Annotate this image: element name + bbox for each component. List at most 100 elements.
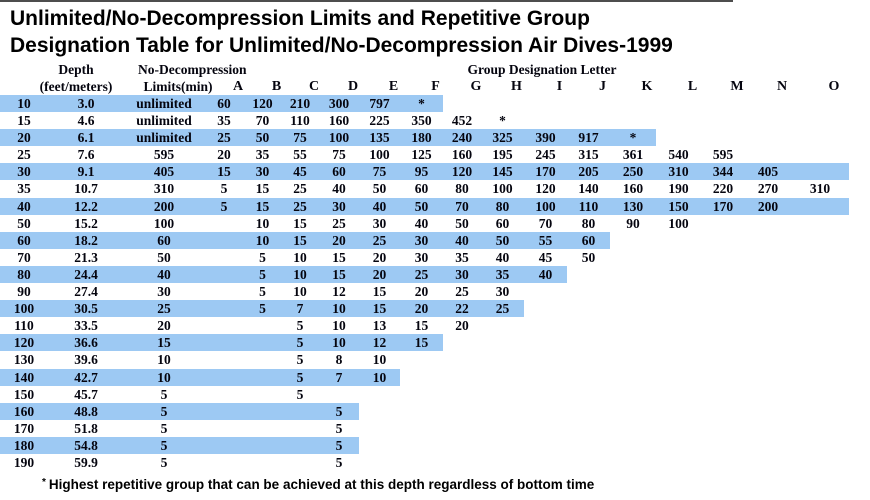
cell-group-F [400, 351, 443, 368]
cell-group-I [524, 420, 567, 437]
cell-depth-ft: 80 [0, 265, 48, 284]
cell-group-A: 5 [204, 197, 244, 215]
cell-group-C: 25 [293, 181, 307, 197]
ndl-header-line2: Limits(min) [143, 79, 213, 94]
cell-ndl: 595 [153, 147, 175, 163]
table-row-90ft: 90 27.4 30 5 10 12 15 20 25 30 [0, 283, 870, 300]
cell-group-M [701, 334, 745, 351]
title-line-1: Unlimited/No-Decompression Limits and Re… [10, 7, 590, 30]
cell-group-E: 40 [359, 197, 400, 215]
cell-group-F: 25 [400, 265, 443, 284]
cell-depth-ft: 20 [0, 129, 48, 147]
cell-group-H: 30 [495, 284, 510, 300]
cell-group-K [610, 437, 656, 454]
cell-group-D: 60 [319, 163, 359, 181]
cell-group-K [610, 351, 656, 368]
cell-group-L [656, 95, 701, 112]
cell-group-D: 25 [332, 215, 346, 231]
cell-group-G [443, 403, 481, 420]
cell-group-N [745, 112, 791, 129]
cell-group-G [443, 454, 481, 471]
cell-group-E: 12 [359, 334, 400, 352]
cell-group-F [400, 454, 443, 471]
cell-group-M: 595 [712, 147, 734, 163]
cell-group-G: 50 [455, 215, 469, 231]
cell-group-O [791, 437, 849, 454]
cell-group-I: 40 [524, 265, 567, 284]
column-letter-O: O [828, 79, 840, 94]
cell-group-A: 20 [217, 147, 231, 163]
cell-group-N [745, 232, 791, 249]
cell-group-G: 120 [443, 163, 481, 181]
cell-depth-ft: 120 [0, 334, 48, 352]
cell-group-H [481, 386, 524, 403]
cell-group-I: 390 [524, 129, 567, 147]
column-letter-D: D [347, 79, 359, 94]
cell-group-E: 75 [359, 163, 400, 181]
cell-group-J [567, 300, 610, 317]
column-letter-N: N [776, 79, 788, 94]
cell-depth-m: 33.5 [74, 318, 98, 334]
cell-group-K: * [610, 129, 656, 147]
cell-group-J [567, 334, 610, 351]
cell-group-M [701, 249, 745, 266]
cell-group-A [204, 420, 244, 437]
cell-group-M [701, 95, 745, 112]
cell-group-F: 125 [411, 147, 432, 163]
cell-group-N [745, 386, 791, 403]
cell-depth-ft: 160 [0, 402, 48, 420]
cell-group-G: 452 [451, 113, 473, 129]
cell-group-D: 5 [319, 436, 359, 454]
cell-group-M [701, 437, 745, 454]
table-row-170ft: 170 51.8 5 5 [0, 420, 870, 437]
cell-group-L [656, 454, 701, 471]
cell-group-N [745, 215, 791, 232]
cell-depth-m: 21.3 [74, 249, 98, 265]
cell-depth-m: 10.7 [74, 181, 98, 197]
cell-group-O [791, 403, 849, 420]
cell-depth-ft: 70 [17, 249, 31, 265]
cell-group-F: 50 [400, 197, 443, 215]
cell-group-O: 310 [809, 181, 831, 197]
depth-header-line1: Depth [58, 62, 94, 77]
column-letter-H: H [511, 79, 522, 94]
cell-group-F: 40 [414, 215, 429, 231]
cell-depth-m: 6.1 [48, 129, 124, 147]
cell-group-F: 30 [400, 231, 443, 249]
cell-group-F: 30 [414, 249, 429, 265]
cell-group-C: 5 [296, 386, 304, 402]
cell-group-J [567, 317, 610, 334]
cell-depth-m: 18.2 [48, 231, 124, 249]
cell-group-G: 80 [455, 181, 469, 197]
cell-group-D: 5 [319, 402, 359, 420]
cell-group-D: 12 [332, 284, 346, 300]
cell-group-L [656, 283, 701, 300]
cell-group-I [524, 283, 567, 300]
cell-group-I: 100 [524, 197, 567, 215]
cell-group-A: 25 [204, 129, 244, 147]
cell-ndl: 310 [153, 181, 175, 197]
cell-group-G: 40 [443, 231, 481, 249]
table-row-130ft: 130 39.6 10 5 8 10 [0, 351, 870, 368]
cell-group-C: 25 [281, 197, 319, 215]
cell-group-E [359, 420, 400, 437]
cell-group-E: 225 [369, 113, 390, 129]
column-letter-J: J [599, 79, 606, 94]
cell-group-J [567, 386, 610, 403]
cell-group-L: 190 [668, 181, 689, 197]
table-row-100ft: 100 30.5 25 5 7 10 15 20 22 25 [0, 300, 870, 318]
cell-group-B: 15 [255, 181, 270, 197]
cell-group-M [701, 420, 745, 437]
cell-group-G [443, 351, 481, 368]
cell-group-A [204, 283, 244, 300]
cell-group-K [610, 232, 656, 249]
column-letter-A: A [232, 79, 244, 94]
cell-ndl: 40 [124, 265, 204, 284]
cell-group-F: 20 [414, 284, 429, 300]
cell-group-B [244, 454, 281, 471]
cell-group-O [791, 232, 849, 249]
cell-group-A: 35 [217, 113, 231, 129]
cell-depth-ft: 40 [0, 197, 48, 215]
cell-group-K [610, 454, 656, 471]
column-letter-F: F [431, 79, 440, 94]
